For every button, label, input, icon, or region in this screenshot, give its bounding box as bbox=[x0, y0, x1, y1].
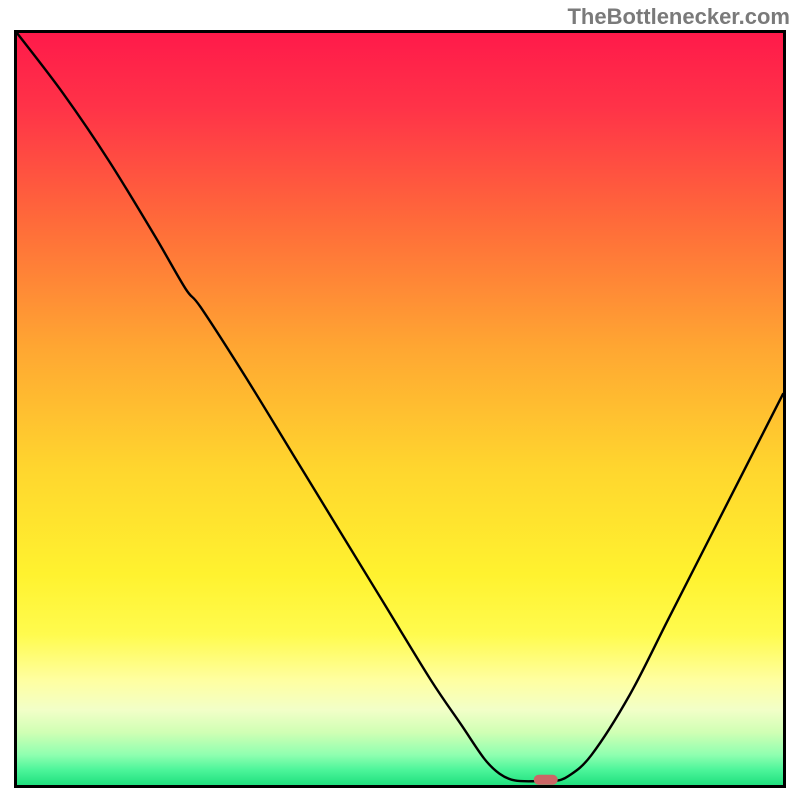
watermark-text: TheBottlenecker.com bbox=[567, 4, 790, 30]
optimum-marker bbox=[533, 774, 558, 785]
gradient-background bbox=[17, 33, 783, 785]
chart-container: TheBottlenecker.com bbox=[0, 0, 800, 800]
